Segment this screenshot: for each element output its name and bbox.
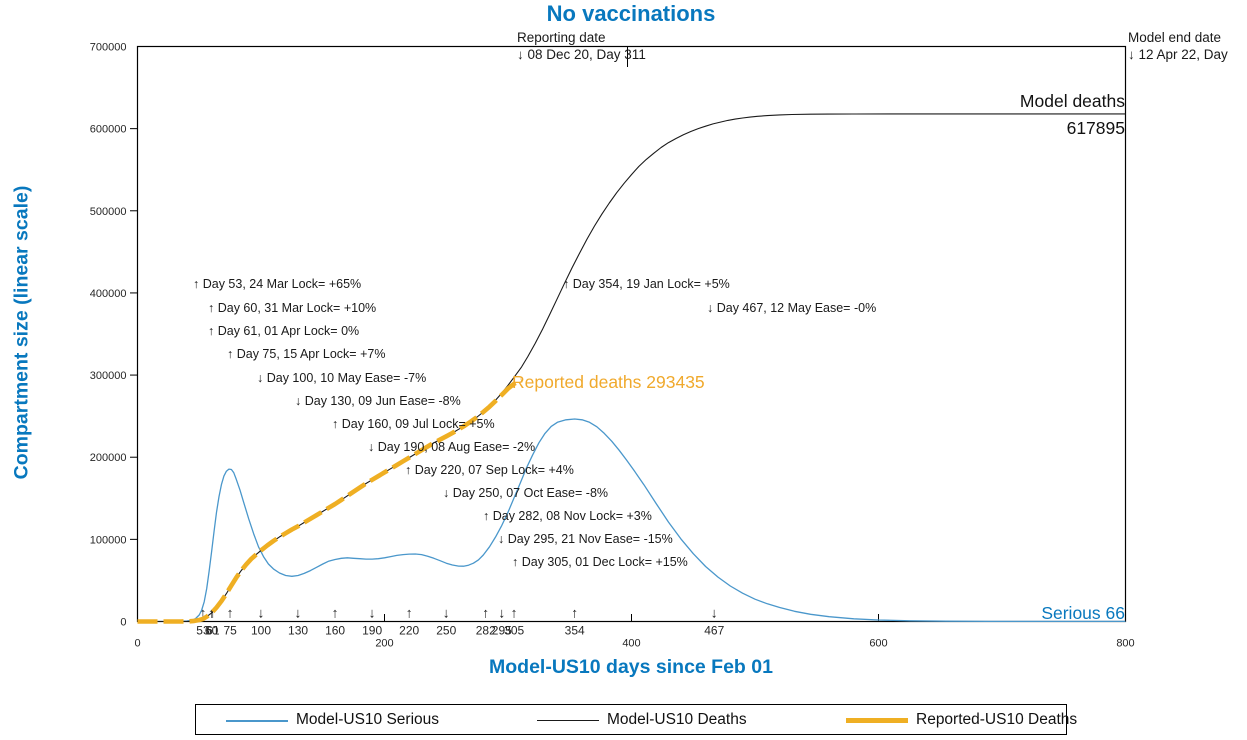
legend-label-reported: Reported-US10 Deaths <box>916 711 1078 728</box>
event-up-arrow: ↑ <box>571 605 578 621</box>
x-tick-label: 400 <box>622 638 640 650</box>
event-day-label: 190 <box>362 624 382 638</box>
model-end-title: Model end date <box>1128 30 1222 45</box>
event-day-label: 100 <box>251 624 271 638</box>
event-annotation: ↓ Day 190, 08 Aug Ease= -2% <box>368 440 535 454</box>
event-day-label: 250 <box>436 624 456 638</box>
x-tick-label: 200 <box>375 638 393 650</box>
y-tick-label: 700000 <box>90 42 127 54</box>
event-up-arrow: ↑ <box>199 605 206 621</box>
event-day-label: 61 <box>206 624 220 638</box>
event-annotation: ↑ Day 282, 08 Nov Lock= +3% <box>483 509 652 523</box>
y-tick-label: 0 <box>120 617 126 629</box>
event-day-label: 220 <box>399 624 419 638</box>
event-day-label: 160 <box>325 624 345 638</box>
reporting-date-title: Reporting date <box>517 30 606 45</box>
event-annotation: ↑ Day 354, 19 Jan Lock= +5% <box>563 277 730 291</box>
event-day-label: 282 <box>476 624 496 638</box>
event-annotation: ↑ Day 60, 31 Mar Lock= +10% <box>208 301 376 315</box>
event-annotation: ↓ Day 130, 09 Jun Ease= -8% <box>295 394 461 408</box>
event-up-arrow: ↑ <box>482 605 489 621</box>
event-down-arrow: ↓ <box>295 605 302 621</box>
legend: Model-US10 Serious Model-US10 Deaths Rep… <box>195 704 1077 735</box>
x-axis-label: Model-US10 days since Feb 01 <box>489 656 773 678</box>
legend-label-serious: Model-US10 Serious <box>296 711 440 728</box>
y-tick-label: 100000 <box>90 534 127 546</box>
y-tick-label: 300000 <box>90 370 127 382</box>
event-up-arrow: ↑ <box>332 605 339 621</box>
event-annotation: ↑ Day 53, 24 Mar Lock= +65% <box>193 277 361 291</box>
event-down-arrow: ↓ <box>711 605 718 621</box>
reported-us10-deaths-line <box>137 378 523 624</box>
event-day-label: 53 <box>196 624 210 638</box>
reported-deaths-callout: Reported deaths 293435 <box>512 372 705 392</box>
event-annotation: ↓ Day 295, 21 Nov Ease= -15% <box>498 532 673 546</box>
event-up-arrow: ↑ <box>406 605 413 621</box>
event-annotation: ↑ Day 220, 07 Sep Lock= +4% <box>405 463 574 477</box>
event-annotation: ↓ Day 100, 10 May Ease= -7% <box>257 371 426 385</box>
y-tick-label: 600000 <box>90 124 127 136</box>
event-down-arrow: ↓ <box>258 605 265 621</box>
legend-label-deaths: Model-US10 Deaths <box>607 711 747 728</box>
event-annotation: ↓ Day 467, 12 May Ease= -0% <box>707 301 876 315</box>
event-up-arrow: ↑ <box>227 605 234 621</box>
event-down-arrow: ↓ <box>498 605 505 621</box>
legend-line-deaths <box>537 720 599 721</box>
x-tick-label: 0 <box>134 638 140 650</box>
event-annotation: ↑ Day 61, 01 Apr Lock= 0% <box>208 324 359 338</box>
reporting-date-value: ↓ 08 Dec 20, Day 311 <box>517 47 646 62</box>
serious-callout: Serious 66 <box>1041 603 1125 623</box>
event-day-label: 467 <box>704 624 724 638</box>
y-axis-label: Compartment size (linear scale) <box>10 185 33 480</box>
event-day-label: 354 <box>565 624 585 638</box>
event-day-label: 60 <box>205 624 219 638</box>
event-day-label: 75 <box>223 624 237 638</box>
x-tick-label: 600 <box>869 638 887 650</box>
y-tick-label: 500000 <box>90 206 127 218</box>
event-annotation: ↑ Day 75, 15 Apr Lock= +7% <box>227 347 385 361</box>
event-day-label: 130 <box>288 624 308 638</box>
event-up-arrow: ↑ <box>209 605 216 621</box>
event-down-arrow: ↓ <box>443 605 450 621</box>
x-tick-label: 800 <box>1116 638 1134 650</box>
model-us10-serious-line <box>137 418 1126 623</box>
chart-title: No vaccinations <box>546 1 716 26</box>
y-tick-label: 400000 <box>90 288 127 300</box>
event-up-arrow: ↑ <box>511 605 518 621</box>
event-down-arrow: ↓ <box>369 605 376 621</box>
legend-line-reported <box>846 718 908 723</box>
model-end-date-annotation: Model end date ↓ 12 Apr 22, Day <box>1128 29 1247 63</box>
event-annotation: ↓ Day 250, 07 Oct Ease= -8% <box>443 486 608 500</box>
event-annotation: ↑ Day 305, 01 Dec Lock= +15% <box>512 555 688 569</box>
model-deaths-callout: Model deaths 617895 <box>1020 88 1125 142</box>
reporting-date-annotation: Reporting date ↓ 08 Dec 20, Day 311 <box>517 29 646 63</box>
model-end-value: ↓ 12 Apr 22, Day <box>1128 47 1228 62</box>
event-day-label: 305 <box>504 624 524 638</box>
event-annotation: ↑ Day 160, 09 Jul Lock= +5% <box>332 417 495 431</box>
legend-line-serious <box>226 720 288 722</box>
model-deaths-value: 617895 <box>1066 118 1125 138</box>
y-tick-label: 200000 <box>90 452 127 464</box>
event-day-label: 295 <box>492 624 512 638</box>
model-deaths-label: Model deaths <box>1019 91 1125 111</box>
